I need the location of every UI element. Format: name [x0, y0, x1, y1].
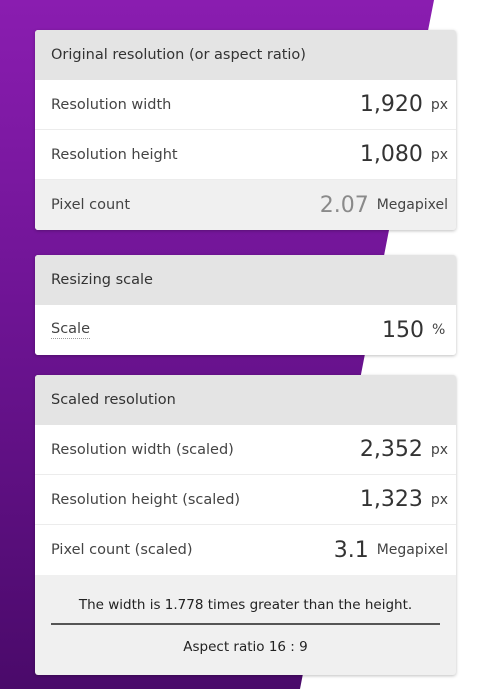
pixel-count-label: Pixel count — [51, 197, 131, 213]
resolution-width-input[interactable]: 1,920 — [359, 92, 423, 117]
scaled-pixel-count-label: Pixel count (scaled) — [51, 542, 193, 558]
scale-label: Scale — [51, 321, 91, 339]
scale-unit: % — [432, 322, 446, 338]
aspect-ratio-text: Aspect ratio 16 : 9 — [183, 639, 308, 655]
resolution-width-label: Resolution width — [51, 96, 172, 113]
pixel-count-unit: Megapixel — [376, 197, 448, 213]
scaled-height-label: Resolution height (scaled) — [51, 491, 241, 508]
scale-row[interactable]: Scale 150 % — [35, 305, 456, 355]
resolution-height-input[interactable]: 1,080 — [359, 142, 423, 167]
scaled-width-row[interactable]: Resolution width (scaled) 2,352 px — [35, 425, 456, 475]
scaled-width-input[interactable]: 2,352 — [359, 437, 423, 462]
resizing-scale-title: Resizing scale — [35, 255, 456, 305]
resolution-width-unit: px — [430, 96, 448, 113]
scaled-height-row[interactable]: Resolution height (scaled) 1,323 px — [35, 475, 456, 525]
resolution-width-row[interactable]: Resolution width 1,920 px — [35, 80, 456, 130]
scaled-height-unit: px — [430, 491, 448, 508]
scaled-width-unit: px — [430, 441, 448, 458]
scaled-pixel-count-row[interactable]: Pixel count (scaled) 3.1 Megapixel — [35, 525, 456, 575]
resolution-height-unit: px — [430, 146, 448, 163]
pixel-count-row: Pixel count 2.07 Megapixel — [35, 180, 456, 230]
scaled-pixel-count-input[interactable]: 3.1 — [333, 537, 369, 563]
resolution-height-row[interactable]: Resolution height 1,080 px — [35, 130, 456, 180]
scaled-width-label: Resolution width (scaled) — [51, 441, 234, 458]
scaled-pixel-count-unit: Megapixel — [376, 542, 448, 558]
scale-input[interactable]: 150 — [382, 317, 424, 343]
resolution-height-label: Resolution height — [51, 146, 178, 163]
scaled-height-input[interactable]: 1,323 — [359, 487, 423, 512]
original-resolution-title: Original resolution (or aspect ratio) — [35, 30, 456, 80]
ratio-note: The width is 1.778 times greater than th… — [78, 597, 413, 613]
pixel-count-value: 2.07 — [319, 192, 369, 218]
divider — [51, 623, 440, 625]
original-resolution-card: Original resolution (or aspect ratio) Re… — [35, 30, 456, 230]
scaled-resolution-title: Scaled resolution — [35, 375, 456, 425]
resizing-scale-card: Resizing scale Scale 150 % — [35, 255, 456, 355]
scaled-resolution-card: Scaled resolution Resolution width (scal… — [35, 375, 456, 675]
